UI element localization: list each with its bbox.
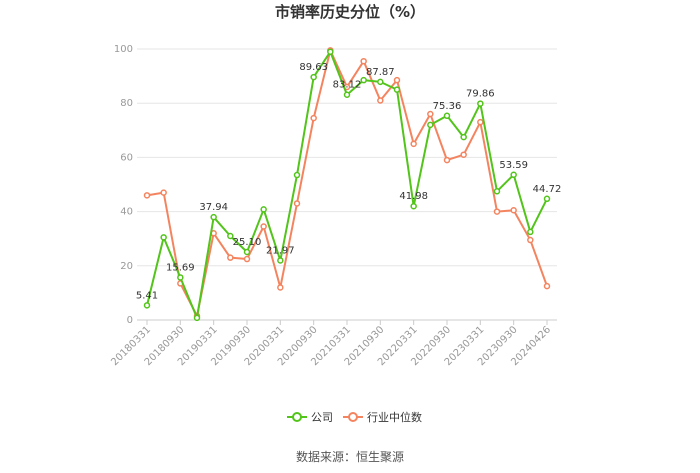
data-label: 75.36 — [433, 101, 462, 112]
data-labels: 5.41 15.69 37.94 25.10 21.97 89.63 83.12 87.87 4… — [136, 62, 561, 301]
data-point — [543, 282, 551, 290]
data-point — [360, 76, 367, 84]
data-label: 44.72 — [533, 184, 562, 195]
legend-swatch-marker — [348, 412, 358, 422]
data-point — [360, 57, 367, 65]
data-point — [393, 86, 401, 93]
y-tick-label: 100 — [114, 44, 133, 55]
data-label: 37.94 — [199, 202, 228, 213]
data-point — [410, 140, 417, 148]
data-point — [543, 195, 551, 203]
data-point — [260, 223, 267, 230]
data-point — [327, 48, 334, 55]
data-point — [160, 234, 167, 241]
data-point — [227, 232, 234, 240]
data-point — [443, 156, 451, 164]
data-point — [477, 100, 484, 107]
data-point — [427, 110, 434, 118]
data-point — [177, 274, 184, 281]
data-point — [193, 314, 201, 322]
data-label: 25.10 — [233, 237, 262, 248]
data-point — [227, 254, 234, 261]
data-point — [460, 151, 467, 158]
y-axis-ticks: 0 20 40 60 80 100 — [114, 44, 133, 326]
data-point — [260, 206, 267, 213]
data-point — [277, 284, 284, 291]
data-point — [243, 255, 251, 263]
legend[interactable]: 公司 行业中位数 — [287, 410, 422, 424]
data-label: 53.59 — [499, 160, 528, 171]
data-point — [293, 200, 301, 207]
data-point — [510, 206, 517, 214]
source-note: 数据来源：恒生聚源 — [296, 449, 404, 464]
data-point — [460, 133, 467, 141]
data-point — [443, 112, 451, 120]
y-tick-label: 0 — [127, 315, 133, 326]
data-point — [493, 208, 501, 215]
data-label: 89.63 — [299, 62, 328, 73]
data-point — [310, 73, 317, 81]
y-tick-label: 20 — [120, 261, 133, 272]
series-group — [143, 47, 551, 322]
legend-label: 行业中位数 — [367, 410, 422, 424]
data-point — [310, 114, 317, 122]
y-tick-label: 80 — [120, 98, 133, 109]
legend-swatch-marker — [292, 412, 302, 422]
data-label: 79.86 — [466, 89, 495, 100]
data-point — [210, 213, 217, 221]
x-axis: 2018033120180930201903312019093020200331… — [109, 320, 553, 368]
chart-title: 市销率历史分位（%） — [275, 3, 425, 21]
data-point — [377, 78, 384, 86]
data-label: 21.97 — [266, 245, 295, 256]
data-point — [410, 202, 417, 210]
data-label: 87.87 — [366, 67, 395, 78]
data-point — [243, 248, 251, 256]
data-point — [510, 171, 517, 179]
y-tick-label: 60 — [120, 152, 133, 163]
data-point — [527, 236, 534, 244]
data-point — [427, 121, 434, 129]
data-point — [527, 228, 534, 236]
data-point — [277, 257, 284, 264]
data-point — [293, 171, 301, 179]
y-tick-label: 40 — [120, 207, 133, 218]
data-label: 83.12 — [333, 80, 362, 91]
data-point — [393, 76, 401, 84]
data-point — [343, 91, 351, 98]
data-point — [377, 97, 384, 104]
data-point — [477, 118, 484, 126]
data-point — [160, 189, 167, 196]
data-point — [143, 192, 151, 199]
data-label: 41.98 — [399, 191, 428, 202]
legend-label: 公司 — [311, 411, 333, 424]
data-label: 15.69 — [166, 262, 195, 273]
data-point — [493, 188, 501, 195]
data-label: 5.41 — [136, 290, 158, 301]
data-point — [143, 302, 151, 309]
